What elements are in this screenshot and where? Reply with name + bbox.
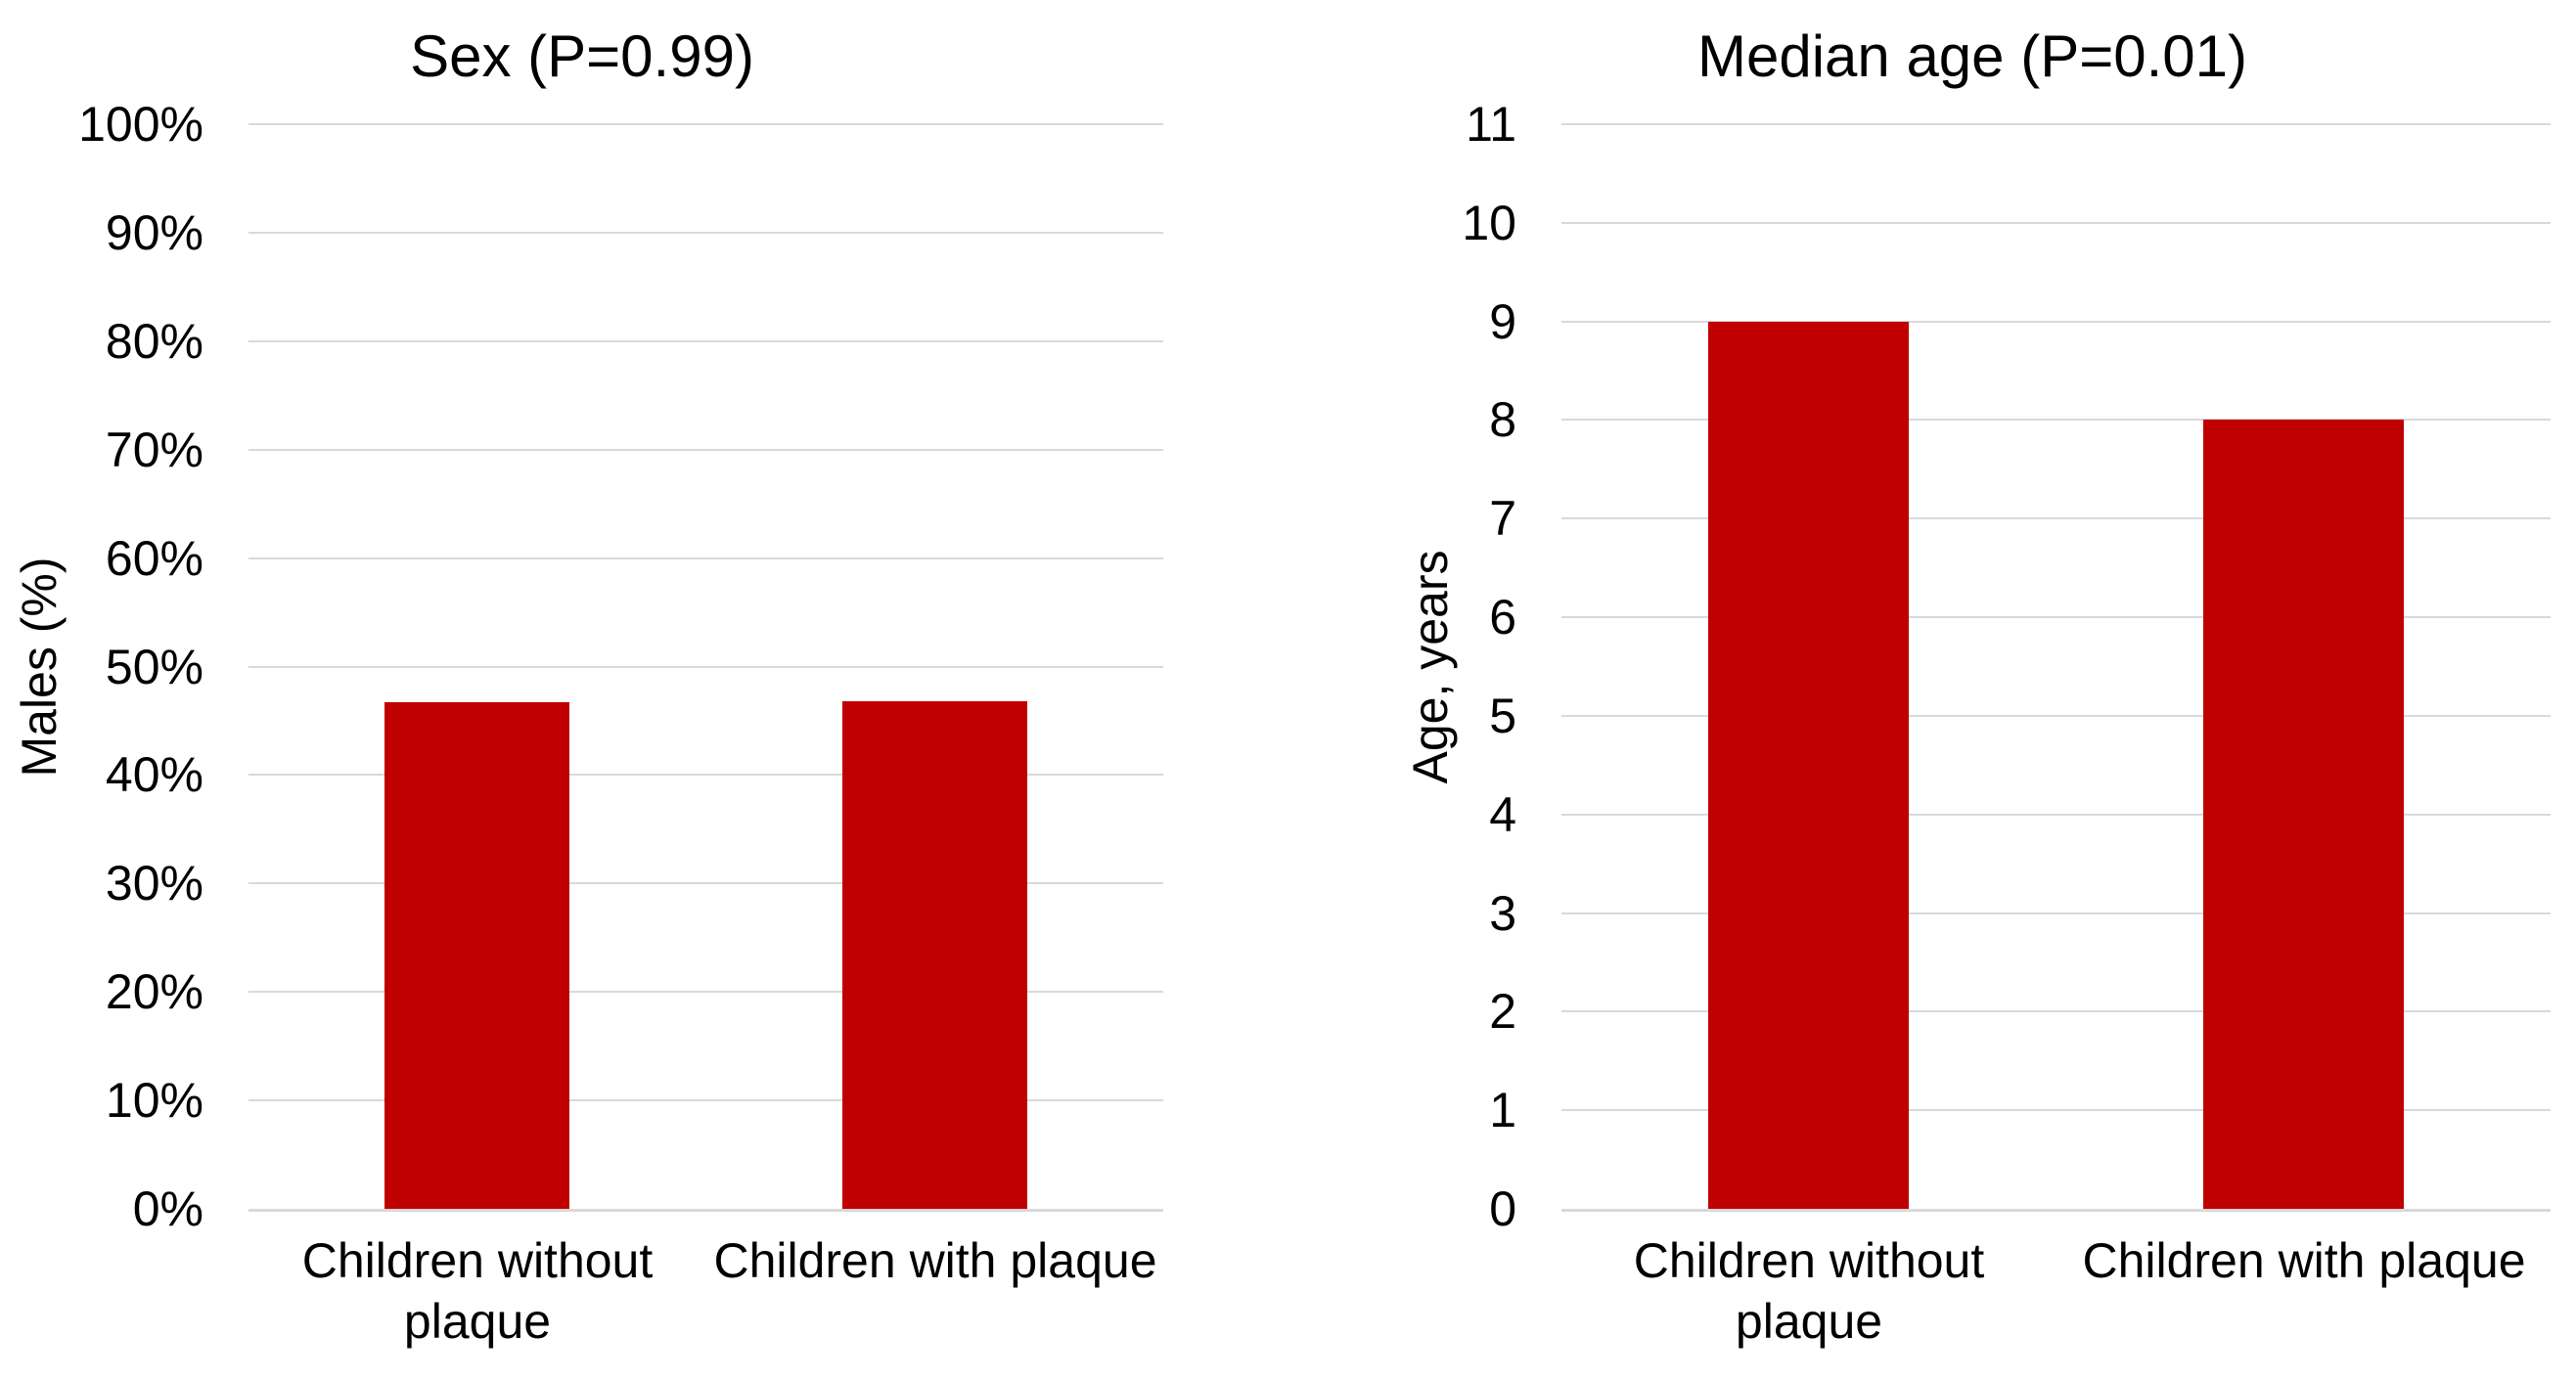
y-tick-label: 8	[1489, 392, 1516, 448]
y-tick-label: 2	[1489, 984, 1516, 1040]
y-tick-label: 90%	[105, 204, 203, 260]
x-axis-line	[249, 1209, 1163, 1212]
chart-title-median-age: Median age (P=0.01)	[1696, 23, 2248, 89]
x-category-label: Children without plaque	[1633, 1233, 1985, 1349]
y-tick-label: 0%	[132, 1181, 203, 1236]
y-tick-label: 4	[1489, 786, 1516, 842]
gridline	[249, 556, 1163, 559]
gridline	[249, 123, 1163, 125]
chart-title-sex: Sex (P=0.99)	[410, 23, 754, 89]
gridline	[1561, 714, 2551, 717]
y-tick-label: 60%	[105, 530, 203, 586]
y-tick-label: 10%	[105, 1073, 203, 1129]
y-tick-label: 7	[1489, 491, 1516, 547]
gridline	[1561, 123, 2551, 125]
bar	[2203, 420, 2404, 1209]
y-tick-label: 5	[1489, 688, 1516, 743]
gridline	[1561, 912, 2551, 914]
y-tick-label: 11	[1466, 97, 1516, 152]
y-tick-label: 100%	[78, 97, 203, 152]
y-tick-label: 10	[1462, 195, 1516, 250]
gridline	[1561, 517, 2551, 520]
gridline	[249, 231, 1163, 234]
y-tick-label: 80%	[105, 313, 203, 369]
x-category-label: Children with plaque	[2082, 1233, 2526, 1288]
y-tick-label: 1	[1489, 1083, 1516, 1138]
y-tick-label: 40%	[105, 747, 203, 803]
gridline	[1561, 419, 2551, 422]
gridline	[1561, 1109, 2551, 1112]
gridline	[1561, 221, 2551, 224]
gridline	[249, 339, 1163, 342]
bar	[384, 702, 569, 1209]
gridline	[1561, 616, 2551, 619]
gridline	[249, 448, 1163, 451]
y-tick-label: 6	[1489, 590, 1516, 645]
y-tick-label: 3	[1489, 885, 1516, 941]
y-tick-label: 0	[1489, 1181, 1516, 1236]
gridline	[249, 774, 1163, 777]
bar	[842, 701, 1027, 1209]
y-tick-label: 70%	[105, 422, 203, 477]
y-axis-title-age-years: Age, years	[1403, 550, 1458, 784]
x-category-label: Children without plaque	[301, 1233, 654, 1349]
gridline	[249, 882, 1163, 885]
gridline	[249, 991, 1163, 994]
gridline	[249, 1099, 1163, 1102]
gridline	[1561, 813, 2551, 816]
gridline	[249, 665, 1163, 668]
bar	[1708, 322, 1909, 1209]
x-category-label: Children with plaque	[713, 1233, 1157, 1288]
gridline	[1561, 1010, 2551, 1013]
y-tick-label: 50%	[105, 639, 203, 694]
y-tick-label: 20%	[105, 964, 203, 1020]
x-axis-line	[1561, 1209, 2551, 1212]
y-tick-label: 30%	[105, 856, 203, 912]
gridline	[1561, 320, 2551, 323]
y-tick-label: 9	[1489, 293, 1516, 349]
